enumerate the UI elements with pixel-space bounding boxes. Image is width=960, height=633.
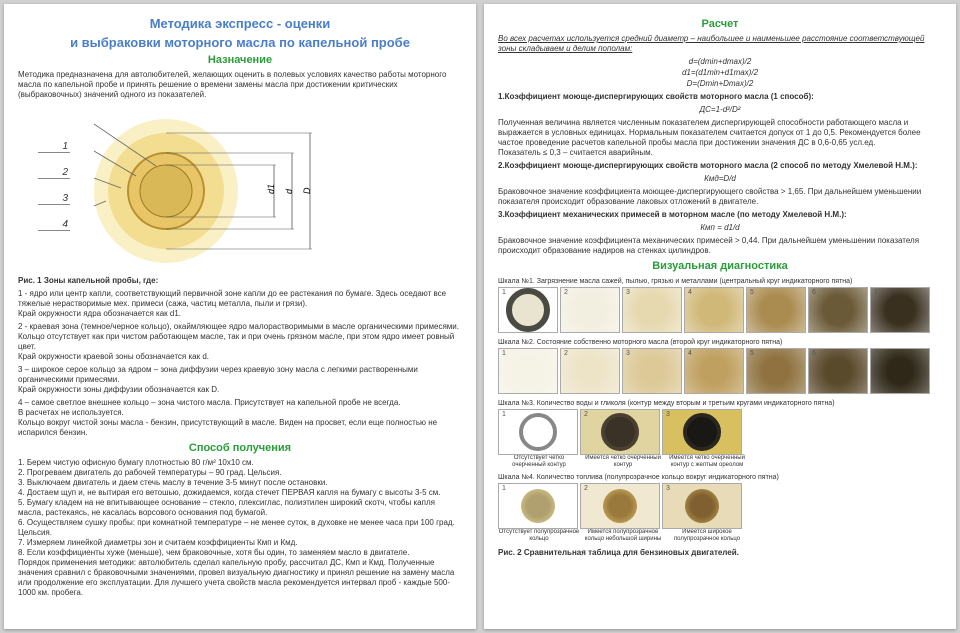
k3-title: 3.Коэффициент механических примесей в мо… (498, 210, 942, 220)
svg-text:d1: d1 (266, 184, 276, 194)
method-text: 1. Берем чистую офисную бумагу плотность… (18, 458, 462, 598)
k2-title: 2.Коэффициент моюще-диспергирующих свойс… (498, 161, 942, 171)
k2-text: Браковочное значение коэффициента моющее… (498, 187, 942, 207)
fig1-caption: Рис. 1 Зоны капельной пробы, где: (18, 276, 462, 286)
zone2-text: 2 - краевая зона (темное/черное кольцо),… (18, 322, 462, 362)
drop-diagram: 1 2 3 4 d1 d D (38, 106, 462, 266)
scale3-swatches: 123 (498, 409, 942, 455)
scale4-captions: Отсутствует полупрозрачное кольцоИмеется… (498, 529, 942, 542)
k1-text: Полученная величина является численным п… (498, 118, 942, 158)
zone1-text: 1 - ядро или центр капли, соответствующи… (18, 289, 462, 319)
formula-d: d=(dmin+dmax)/2 (498, 57, 942, 67)
scale2: Шкала №2. Состояние собственно моторного… (498, 339, 942, 394)
zone-num-labels: 1 2 3 4 (38, 141, 70, 231)
formula-D: D=(Dmin+Dmax)/2 (498, 79, 942, 89)
scale4-swatches: 123 (498, 483, 942, 529)
page-right: Расчет Во всех расчетах используется сре… (484, 4, 956, 629)
fig2-caption: Рис. 2 Сравнительная таблица для бензино… (498, 548, 942, 558)
purpose-text: Методика предназначена для автолюбителей… (18, 70, 462, 100)
calc-note: Во всех расчетах используется средний ди… (498, 34, 942, 54)
scale2-swatches: 1234567 (498, 348, 942, 394)
section-purpose: Назначение (18, 54, 462, 66)
title-line1: Методика экспресс - оценки (18, 16, 462, 31)
k2-formula: Кмд=D/d (498, 174, 942, 184)
svg-text:d: d (284, 188, 294, 194)
section-method: Способ получения (18, 442, 462, 454)
svg-text:D: D (302, 187, 312, 194)
drop-svg: d1 d D (76, 106, 336, 266)
zone4-text: 4 – самое светлое внешнее кольцо – зона … (18, 398, 462, 438)
scale4: Шкала №4. Количество топлива (полупрозра… (498, 474, 942, 542)
section-visual: Визуальная диагностика (498, 260, 942, 272)
scale1-swatches: 1234567 (498, 287, 942, 333)
scale3-captions: Отсутствует четко очерченный контурИмеет… (498, 455, 942, 468)
formula-d1: d1=(d1min+d1max)/2 (498, 68, 942, 78)
k1-title: 1.Коэффициент моюще-диспергирующих свойс… (498, 92, 942, 102)
k3-formula: Кмп = d1/d (498, 223, 942, 233)
k1-formula: ДС=1-d²/D² (498, 105, 942, 115)
section-calc: Расчет (498, 18, 942, 30)
scale3: Шкала №3. Количество воды и гликоля (кон… (498, 400, 942, 468)
zone3-text: 3 – широкое серое кольцо за ядром – зона… (18, 365, 462, 395)
page-left: Методика экспресс - оценки и выбраковки … (4, 4, 476, 629)
title-line2: и выбраковки моторного масла по капельно… (18, 35, 462, 50)
k3-text: Браковочное значение коэффициента механи… (498, 236, 942, 256)
scale1: Шкала №1. Загрязнение масла сажей, пылью… (498, 278, 942, 333)
